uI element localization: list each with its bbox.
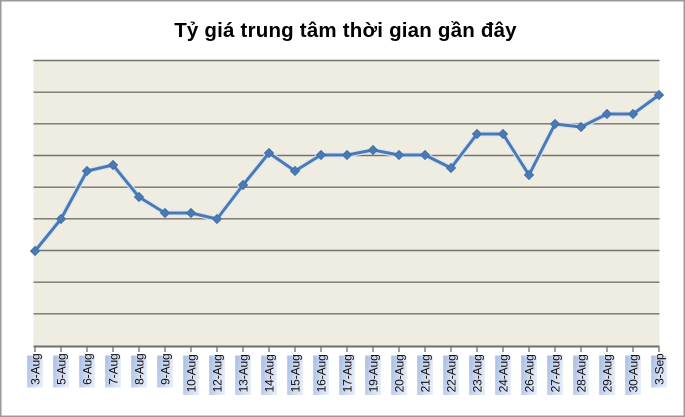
svg-text:26-Aug: 26-Aug (522, 354, 536, 392)
svg-text:22-Aug: 22-Aug (444, 354, 458, 392)
svg-text:5-Aug: 5-Aug (54, 353, 68, 385)
svg-text:21-Aug: 21-Aug (418, 354, 432, 392)
svg-text:13-Aug: 13-Aug (236, 354, 250, 392)
svg-text:17-Aug: 17-Aug (340, 354, 354, 392)
svg-text:Tỷ giá trung tâm thời gian gần: Tỷ giá trung tâm thời gian gần đây (174, 19, 517, 42)
svg-text:3-Sep: 3-Sep (652, 353, 666, 385)
svg-text:29-Aug: 29-Aug (600, 354, 614, 392)
svg-text:30-Aug: 30-Aug (626, 354, 640, 392)
svg-text:10-Aug: 10-Aug (184, 354, 198, 392)
svg-text:8-Aug: 8-Aug (132, 353, 146, 385)
svg-text:7-Aug: 7-Aug (106, 353, 120, 385)
svg-text:6-Aug: 6-Aug (80, 353, 94, 385)
svg-text:20-Aug: 20-Aug (392, 354, 406, 392)
svg-text:16-Aug: 16-Aug (314, 354, 328, 392)
svg-text:3-Aug: 3-Aug (28, 353, 42, 385)
svg-text:23-Aug: 23-Aug (470, 354, 484, 392)
svg-text:27-Aug: 27-Aug (548, 354, 562, 392)
svg-text:15-Aug: 15-Aug (288, 354, 302, 392)
svg-text:28-Aug: 28-Aug (574, 354, 588, 392)
svg-text:14-Aug: 14-Aug (262, 354, 276, 392)
svg-text:12-Aug: 12-Aug (210, 354, 224, 392)
svg-text:24-Aug: 24-Aug (496, 354, 510, 392)
svg-text:9-Aug: 9-Aug (158, 353, 172, 385)
svg-text:19-Aug: 19-Aug (366, 354, 380, 392)
